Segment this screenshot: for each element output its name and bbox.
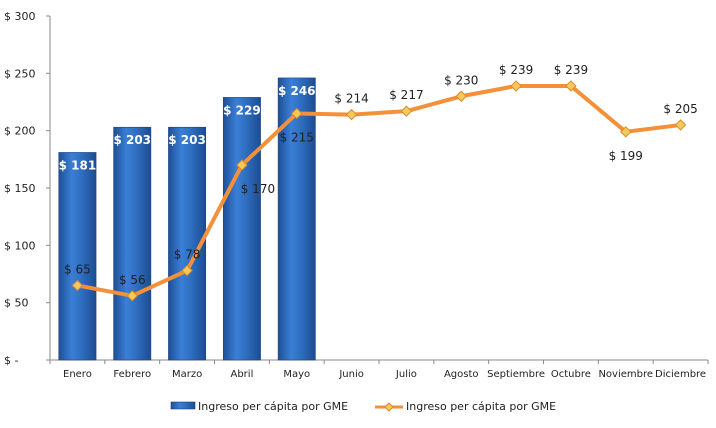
line-data-label: $ 239 xyxy=(554,63,588,77)
line-marker xyxy=(291,107,303,120)
line-data-label: $ 56 xyxy=(119,273,146,287)
line-data-label: $ 78 xyxy=(174,248,201,262)
line-data-label: $ 65 xyxy=(64,262,91,276)
line-marker xyxy=(455,90,467,102)
legend-line-label: Ingreso per cápita por GME xyxy=(406,400,556,413)
x-tick-label: Abril xyxy=(230,369,253,380)
line-marker xyxy=(565,80,577,92)
bar xyxy=(113,126,152,361)
bar xyxy=(58,152,97,361)
legend: Ingreso per cápita por GME Ingreso per cá… xyxy=(170,400,556,413)
y-tick-label: $ 300 xyxy=(4,10,36,23)
line-marker xyxy=(400,105,413,117)
line-marker xyxy=(71,279,84,292)
x-tick-label: Mayo xyxy=(283,369,310,380)
line-marker xyxy=(674,119,687,131)
line-marker xyxy=(236,159,248,171)
line-data-label: $ 217 xyxy=(389,88,423,102)
line-data-label: $ 214 xyxy=(334,92,368,106)
x-tick-label: Noviembre xyxy=(598,369,653,380)
bars: $ 181 $ 203 $ 203 $ 229 $ 246 xyxy=(58,77,316,361)
line-data-label: $ 205 xyxy=(663,102,697,116)
line-data-label: $ 215 xyxy=(280,130,314,144)
y-tick-label: $ - xyxy=(4,354,18,367)
bar xyxy=(222,97,261,361)
legend-bar-label: Ingreso per cápita por GME xyxy=(198,400,348,413)
x-tick-label: Agosto xyxy=(444,369,479,380)
bar-data-label: $ 246 xyxy=(278,84,316,98)
line-data-label: $ 199 xyxy=(609,149,643,163)
y-tick-label: $ 250 xyxy=(4,67,36,80)
line-marker xyxy=(510,80,522,92)
legend-line-marker xyxy=(384,402,394,412)
bar-data-label: $ 203 xyxy=(113,133,151,147)
line-data-label: $ 230 xyxy=(444,73,478,87)
line-data-label: $ 170 xyxy=(241,182,275,196)
bar-data-label: $ 203 xyxy=(168,133,206,147)
line-marker xyxy=(345,108,358,121)
line-marker xyxy=(126,290,138,302)
line-marker xyxy=(620,126,632,138)
x-tick-label: Septiembre xyxy=(487,369,545,380)
bar xyxy=(277,77,316,361)
x-tick-label: Diciembre xyxy=(655,369,706,380)
line-marker xyxy=(181,264,193,277)
bar-data-label: $ 181 xyxy=(59,158,97,172)
x-tick-label: Julio xyxy=(395,369,417,380)
x-tick-label: Octubre xyxy=(551,369,591,380)
legend-bar-swatch xyxy=(170,401,196,410)
x-tick-label: Febrero xyxy=(113,369,151,380)
line-path xyxy=(77,83,681,298)
axes: $ - $ 50 $ 100 $ 150 $ 200 $ 250 $ 300 Enero Feb… xyxy=(4,10,709,380)
y-tick-label: $ 200 xyxy=(4,125,36,138)
x-tick-label: Junio xyxy=(338,369,364,380)
line-data-label: $ 239 xyxy=(499,63,533,77)
x-tick-label: Marzo xyxy=(172,369,202,380)
line-series: $ 65 $ 56 $ 78 $ 170 $ 215 $ 214 $ 217 $ 230 $ 2… xyxy=(64,63,698,302)
bar-data-label: $ 229 xyxy=(223,103,261,117)
x-tick-label: Enero xyxy=(63,369,92,380)
y-tick-label: $ 150 xyxy=(4,182,36,195)
y-tick-label: $ 50 xyxy=(4,297,29,310)
y-tick-label: $ 100 xyxy=(4,239,36,252)
